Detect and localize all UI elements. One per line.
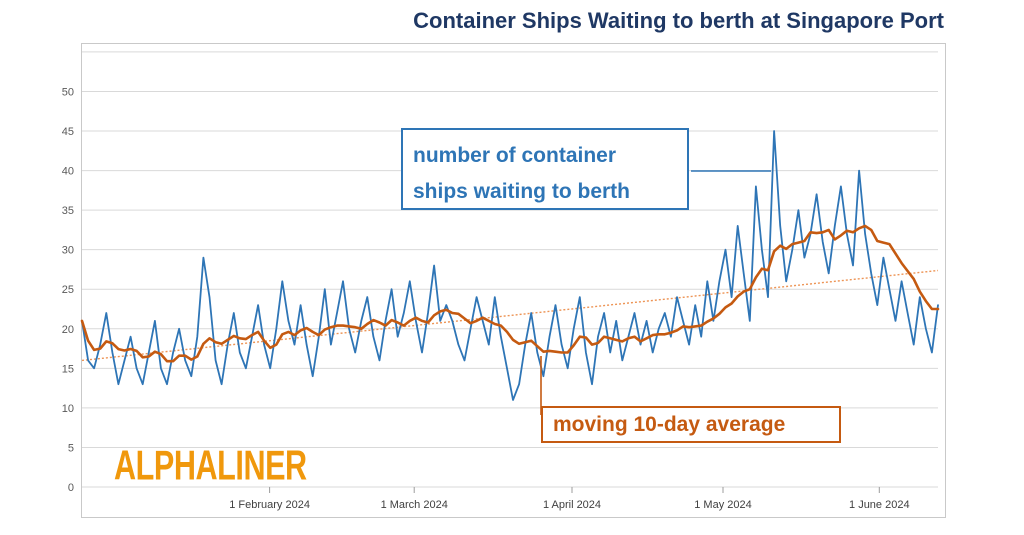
svg-text:15: 15 bbox=[62, 363, 74, 375]
svg-text:10: 10 bbox=[62, 403, 74, 415]
svg-text:5: 5 bbox=[68, 442, 74, 454]
svg-text:40: 40 bbox=[62, 166, 74, 178]
svg-text:1 February 2024: 1 February 2024 bbox=[229, 499, 310, 511]
svg-text:20: 20 bbox=[62, 324, 74, 336]
svg-text:30: 30 bbox=[62, 245, 74, 257]
svg-text:25: 25 bbox=[62, 284, 74, 296]
svg-text:1 May 2024: 1 May 2024 bbox=[694, 499, 751, 511]
svg-text:1 March 2024: 1 March 2024 bbox=[381, 499, 448, 511]
svg-text:0: 0 bbox=[68, 482, 74, 494]
svg-text:45: 45 bbox=[62, 126, 74, 138]
svg-text:50: 50 bbox=[62, 86, 74, 98]
svg-text:1 June 2024: 1 June 2024 bbox=[849, 499, 910, 511]
svg-text:1 April 2024: 1 April 2024 bbox=[543, 499, 601, 511]
svg-text:35: 35 bbox=[62, 205, 74, 217]
